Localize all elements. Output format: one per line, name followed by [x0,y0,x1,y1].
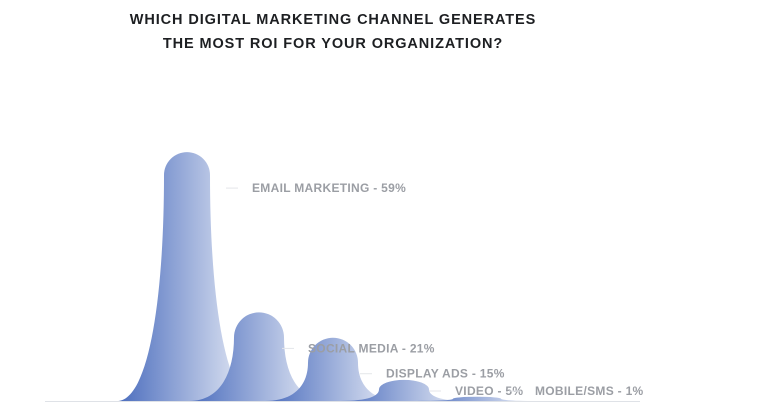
peak-video [340,379,468,401]
peaks-layer [117,152,537,401]
labels-layer: EMAIL MARKETING - 59% SOCIAL MEDIA - 21% D… [226,181,644,398]
peak-label: EMAIL MARKETING - 59% [252,181,406,195]
peak-social-media [189,312,329,401]
peak-label: MOBILE/SMS - 1% [535,384,644,398]
peak-email-marketing [117,152,257,401]
peak-display-ads [265,337,401,401]
chart-title-line-1: WHICH DIGITAL MARKETING CHANNEL GENERATE… [130,12,536,28]
peak-mobile-sms [417,396,537,401]
peak-label: SOCIAL MEDIA - 21% [308,341,435,355]
peak-label: VIDEO - 5% [455,384,523,398]
chart-title-line-2: THE MOST ROI FOR YOUR ORGANIZATION? [163,36,503,52]
peak-label: DISPLAY ADS - 15% [386,367,505,381]
